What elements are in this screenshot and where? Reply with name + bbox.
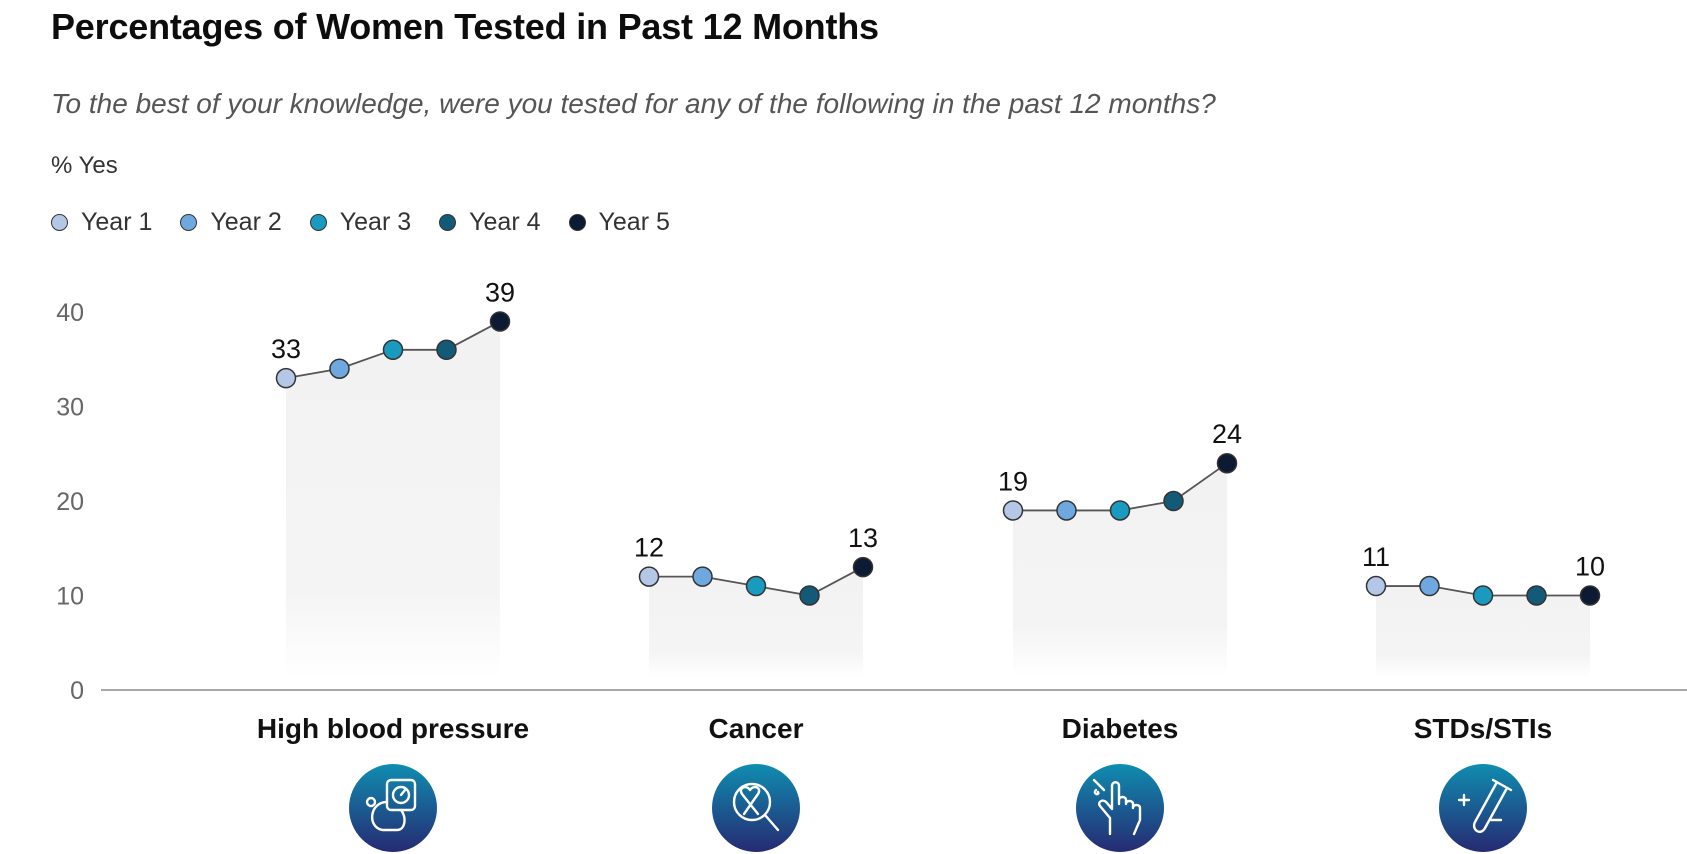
data-point bbox=[436, 339, 457, 361]
legend-swatch-year-2 bbox=[180, 214, 198, 231]
data-point bbox=[638, 566, 660, 587]
legend-item-year-2: Year 2 bbox=[180, 208, 282, 237]
cancer-ribbon-magnifier-icon bbox=[712, 764, 800, 852]
legend-label-year-1: Year 1 bbox=[81, 208, 153, 236]
blood-pressure-monitor-icon bbox=[349, 764, 437, 852]
legend-item-year-3: Year 3 bbox=[309, 208, 412, 237]
legend-swatch-year-5 bbox=[568, 214, 586, 231]
data-label-first: 33 bbox=[271, 334, 301, 364]
legend-label-year-2: Year 2 bbox=[210, 208, 282, 236]
y-axis-label: % Yes bbox=[51, 152, 118, 179]
data-point bbox=[745, 575, 767, 597]
data-point bbox=[275, 367, 297, 389]
x-category-label: STDs/STIs bbox=[1414, 713, 1552, 744]
category-area bbox=[286, 321, 500, 678]
x-category-label: Diabetes bbox=[1062, 713, 1179, 744]
legend-label-year-5: Year 5 bbox=[598, 208, 670, 236]
data-label-last: 13 bbox=[848, 523, 878, 553]
data-point bbox=[1163, 490, 1184, 512]
category-area bbox=[649, 567, 863, 678]
y-tick-label: 10 bbox=[56, 583, 84, 611]
data-point bbox=[1056, 500, 1077, 521]
test-tube-icon bbox=[1439, 764, 1527, 852]
y-tick-label: 20 bbox=[56, 488, 84, 516]
data-point bbox=[1216, 452, 1238, 474]
data-point bbox=[1002, 500, 1024, 521]
data-point bbox=[1109, 500, 1131, 521]
data-point bbox=[799, 585, 820, 606]
data-point bbox=[1579, 585, 1601, 606]
legend-swatch-year-1 bbox=[51, 214, 68, 231]
legend-label-year-3: Year 3 bbox=[339, 208, 412, 236]
data-point bbox=[1419, 575, 1440, 597]
data-point bbox=[692, 566, 713, 587]
data-label-last: 10 bbox=[1575, 552, 1605, 582]
y-tick-label: 0 bbox=[70, 677, 84, 705]
data-label-first: 19 bbox=[998, 466, 1028, 496]
y-tick-label: 30 bbox=[56, 394, 84, 422]
data-label-first: 11 bbox=[1362, 542, 1390, 572]
legend-label-year-4: Year 4 bbox=[469, 208, 541, 236]
legend-item-year-1: Year 1 bbox=[51, 208, 152, 237]
x-category-label: High blood pressure bbox=[257, 713, 529, 744]
legend: Year 1 Year 2 Year 3 Year 4 Year 5 bbox=[51, 208, 698, 237]
data-label-last: 39 bbox=[485, 277, 515, 307]
data-point bbox=[1526, 585, 1547, 606]
data-point bbox=[489, 311, 511, 332]
chart-subtitle: To the best of your knowledge, were you … bbox=[51, 88, 1216, 119]
legend-item-year-5: Year 5 bbox=[568, 208, 670, 237]
data-point bbox=[329, 358, 350, 379]
data-point bbox=[1472, 585, 1494, 606]
category-area bbox=[1013, 463, 1227, 678]
finger-prick-glucose-icon bbox=[1076, 764, 1164, 852]
data-label-last: 24 bbox=[1212, 419, 1242, 449]
legend-swatch-year-3 bbox=[309, 214, 327, 231]
category-area bbox=[1376, 586, 1590, 678]
y-tick-label: 40 bbox=[56, 299, 84, 327]
legend-item-year-4: Year 4 bbox=[439, 208, 541, 237]
data-point bbox=[1365, 575, 1387, 597]
data-label-first: 12 bbox=[634, 533, 664, 563]
data-point bbox=[382, 339, 404, 361]
data-point bbox=[852, 556, 874, 578]
legend-swatch-year-4 bbox=[439, 214, 457, 231]
chart-title: Percentages of Women Tested in Past 12 M… bbox=[51, 6, 879, 47]
x-category-label: Cancer bbox=[709, 713, 804, 744]
